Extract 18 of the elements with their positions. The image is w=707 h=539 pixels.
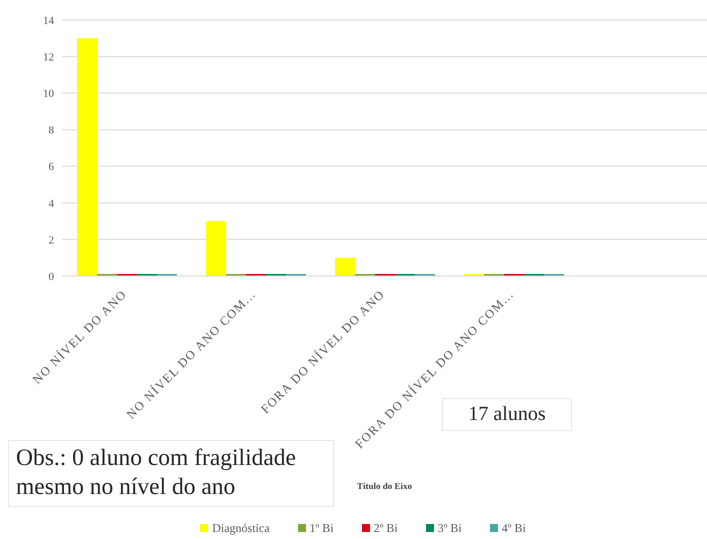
x-axis-title: Título do Eixo [356,481,413,491]
y-tick-label: 2 [48,234,54,246]
text: Obs.: 0 aluno com fragilidade mesmo no nível do ano [8,440,334,507]
legend-label: 4º Bi [502,521,526,535]
y-tick-label: 0 [48,270,54,283]
y-tick-label: 14 [43,14,54,27]
y-tick-label: 12 [43,51,54,64]
legend-label: 3º Bi [438,521,462,535]
bar [206,221,226,276]
text: 17 alunos [442,398,572,431]
bar [77,38,97,276]
legend-label: 1º Bi [310,521,334,535]
legend-label: 2º Bi [374,521,398,535]
legend-label: Diagnóstica [212,521,270,535]
y-tick-label: 10 [43,88,54,100]
y-tick-label: 6 [48,161,54,174]
y-tick-label: 4 [48,198,54,210]
y-tick-label: 8 [48,124,54,137]
